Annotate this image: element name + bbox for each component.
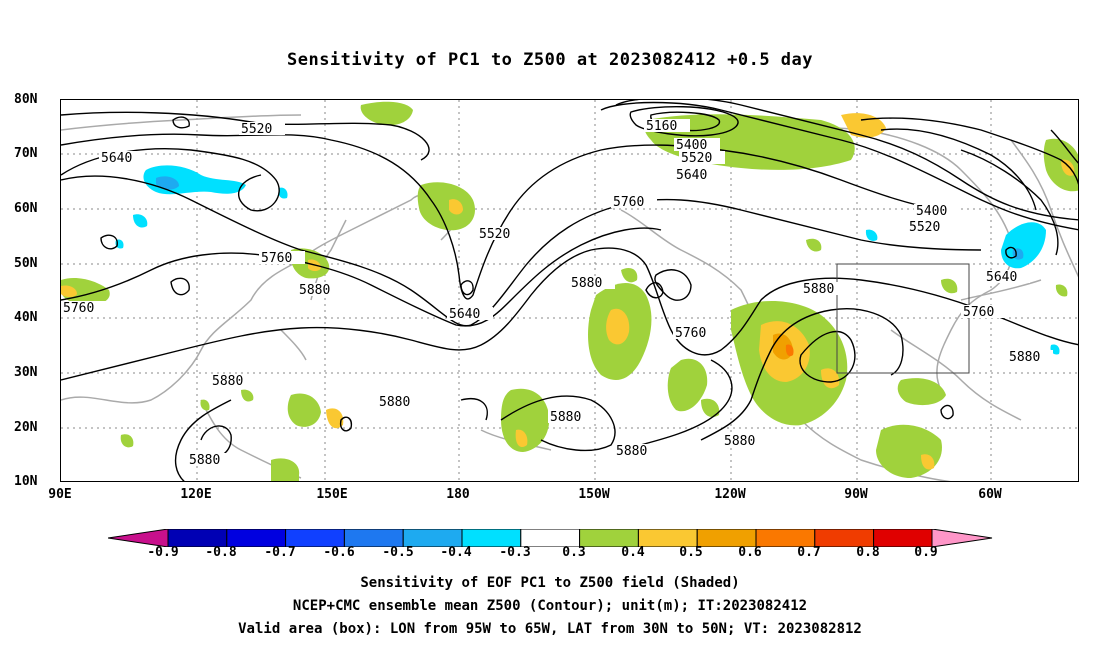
footer-line-1: Sensitivity of EOF PC1 to Z500 field (Sh… bbox=[360, 575, 740, 591]
x-tick-150w: 150W bbox=[578, 487, 610, 502]
colorbar-label: -0.9 bbox=[147, 545, 179, 560]
contour-label: 5880 bbox=[616, 444, 647, 459]
contour-label: 5880 bbox=[299, 283, 330, 298]
colorbar-label: 0.4 bbox=[621, 545, 645, 560]
contour-label: 5400 bbox=[916, 204, 947, 219]
x-tick-90w: 90W bbox=[844, 487, 868, 502]
contour-label: 5880 bbox=[212, 374, 243, 389]
contour-label: 5520 bbox=[909, 220, 940, 235]
contour-label: 5880 bbox=[724, 434, 755, 449]
contour-label: 5520 bbox=[241, 122, 272, 137]
contour-label: 5760 bbox=[261, 251, 292, 266]
colorbar-label: 0.5 bbox=[679, 545, 703, 560]
contour-label: 5880 bbox=[379, 395, 410, 410]
colorbar-label: 0.8 bbox=[856, 545, 880, 560]
y-tick-80n: 80N bbox=[14, 92, 38, 107]
sensitivity-shading-negative bbox=[115, 165, 1060, 355]
x-tick-120e: 120E bbox=[180, 487, 212, 502]
contour-label: 5880 bbox=[550, 410, 581, 425]
x-tick-150e: 150E bbox=[316, 487, 348, 502]
contour-label: 5520 bbox=[479, 227, 510, 242]
contour-label: 5400 bbox=[676, 138, 707, 153]
contour-label: 5520 bbox=[681, 151, 712, 166]
y-tick-30n: 30N bbox=[14, 365, 38, 380]
footer-line-2: NCEP+CMC ensemble mean Z500 (Contour); u… bbox=[292, 598, 808, 614]
contour-label: 5880 bbox=[189, 453, 220, 468]
contour-labels: 5520 5640 5160 5400 5520 5640 5760 5400 … bbox=[61, 119, 1053, 468]
map-panel: 5520 5640 5160 5400 5520 5640 5760 5400 … bbox=[60, 99, 1079, 482]
y-tick-50n: 50N bbox=[14, 256, 38, 271]
map-canvas: 5520 5640 5160 5400 5520 5640 5760 5400 … bbox=[61, 100, 1078, 481]
sensitivity-shading-positive bbox=[61, 101, 1078, 481]
y-tick-10n: 10N bbox=[14, 474, 38, 489]
contour-label: 5760 bbox=[63, 301, 94, 316]
colorbar-cells bbox=[167, 529, 933, 547]
x-tick-120w: 120W bbox=[714, 487, 746, 502]
contour-label: 5760 bbox=[613, 195, 644, 210]
contour-label: 5640 bbox=[101, 151, 132, 166]
colorbar-label: 0.6 bbox=[738, 545, 762, 560]
x-tick-90e: 90E bbox=[48, 487, 72, 502]
map-title: Sensitivity of PC1 to Z500 at 2023082412… bbox=[286, 50, 813, 70]
colorbar-label: -0.6 bbox=[323, 545, 355, 560]
contour-label: 5760 bbox=[963, 305, 994, 320]
contour-label: 5880 bbox=[571, 276, 602, 291]
footer-line-3: Valid area (box): LON from 95W to 65W, L… bbox=[238, 621, 862, 637]
colorbar-label: 0.9 bbox=[914, 545, 938, 560]
x-tick-180: 180 bbox=[446, 487, 470, 502]
contour-label: 5160 bbox=[646, 119, 677, 134]
colorbar-label: -0.5 bbox=[382, 545, 414, 560]
contour-label: 5880 bbox=[1009, 350, 1040, 365]
graticule-lines bbox=[61, 100, 1078, 481]
colorbar-high-arrow bbox=[931, 529, 993, 547]
colorbar-label: -0.4 bbox=[440, 545, 472, 560]
colorbar-label: -0.8 bbox=[205, 545, 237, 560]
y-tick-20n: 20N bbox=[14, 420, 38, 435]
z500-contours bbox=[61, 100, 1078, 481]
y-tick-70n: 70N bbox=[14, 146, 38, 161]
colorbar-label: -0.7 bbox=[264, 545, 296, 560]
valid-area-box bbox=[836, 263, 970, 374]
y-tick-60n: 60N bbox=[14, 201, 38, 216]
y-tick-40n: 40N bbox=[14, 310, 38, 325]
contour-label: 5760 bbox=[675, 326, 706, 341]
contour-label: 5640 bbox=[676, 168, 707, 183]
contour-label: 5880 bbox=[803, 282, 834, 297]
colorbar bbox=[108, 529, 993, 547]
colorbar-label: 0.7 bbox=[797, 545, 821, 560]
colorbar-label: -0.3 bbox=[499, 545, 531, 560]
contour-label: 5640 bbox=[986, 270, 1017, 285]
x-tick-60w: 60W bbox=[978, 487, 1002, 502]
colorbar-label: 0.3 bbox=[562, 545, 586, 560]
contour-label: 5640 bbox=[449, 307, 480, 322]
